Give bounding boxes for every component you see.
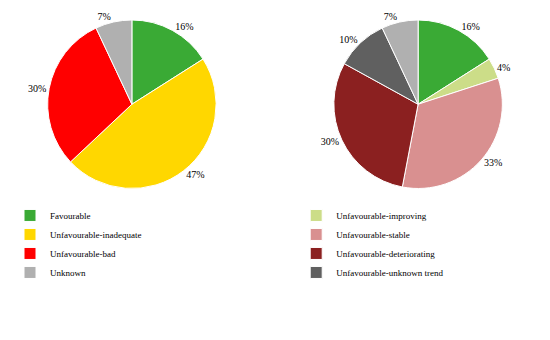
- svg-text:7%: 7%: [384, 11, 397, 22]
- svg-text:33%: 33%: [484, 157, 502, 168]
- svg-text:30%: 30%: [321, 136, 339, 147]
- svg-text:4%: 4%: [497, 62, 510, 73]
- svg-text:16%: 16%: [461, 21, 479, 32]
- svg-text:Unfavourable-stable: Unfavourable-stable: [336, 230, 409, 240]
- svg-text:10%: 10%: [339, 34, 357, 45]
- svg-text:Unfavourable-unknown trend: Unfavourable-unknown trend: [336, 268, 443, 278]
- svg-text:Unfavourable-deteriorating: Unfavourable-deteriorating: [336, 249, 435, 259]
- svg-text:30%: 30%: [28, 83, 46, 94]
- svg-text:Unfavourable-improving: Unfavourable-improving: [336, 211, 426, 221]
- svg-text:Favourable: Favourable: [50, 211, 91, 221]
- svg-text:Unknown: Unknown: [50, 268, 86, 278]
- svg-text:Unfavourable-bad: Unfavourable-bad: [50, 249, 116, 259]
- svg-text:Unfavourable-inadequate: Unfavourable-inadequate: [50, 230, 141, 240]
- svg-text:47%: 47%: [186, 169, 204, 180]
- svg-text:16%: 16%: [175, 21, 193, 32]
- svg-text:7%: 7%: [97, 11, 110, 22]
